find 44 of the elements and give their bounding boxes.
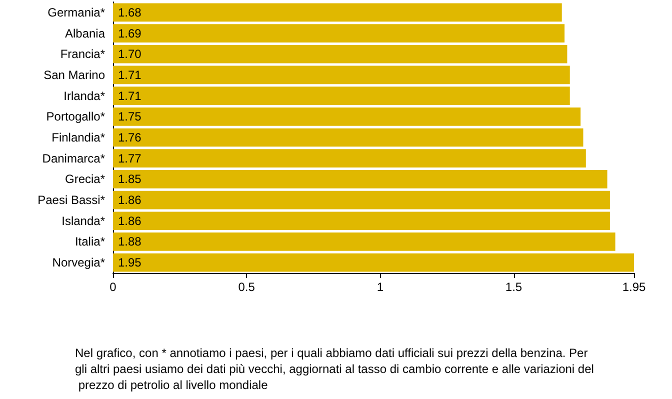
bar [113,212,610,230]
data-label: 1.86 [118,214,142,228]
bar [113,107,581,126]
text: Nel grafico, con * annotiamo i paesi, per i quali abbiamo dati ufficiali sui prezzi della benzina. Per gli altri paesi usiamo dei dati più vecchi, aggiornati al tasso di cambio corrente e alle variazioni del prezzo di petrolio al livello mondiale [75,346,594,392]
x-tick-label: 1.5 [505,280,522,294]
y-tick-label: San Marino [44,68,106,82]
bar [113,24,565,42]
bar [113,128,584,147]
y-tick-label: Germania* [48,5,106,20]
bar [113,232,616,251]
data-label: 1.71 [118,88,142,103]
bar [113,170,608,188]
bar [113,3,562,22]
data-label: 1.68 [118,5,142,20]
data-label: 1.71 [118,68,142,82]
y-tick-label: Francia* [60,47,106,62]
data-label: 1.85 [118,172,142,186]
data-label: 1.77 [118,151,142,166]
bar [113,190,610,210]
y-tick-label: Albania [64,26,106,40]
data-label: 1.76 [118,130,142,144]
data-label: 1.88 [118,234,142,249]
y-tick-label: Islanda* [62,214,106,228]
data-label: 1.75 [118,110,142,124]
y-tick-label: Irlanda* [64,88,106,103]
x-tick-label: 0 [110,280,117,294]
x-tick-label: 0.5 [238,280,256,294]
y-tick-label: Danimarca* [42,151,106,166]
y-tick-label: Paesi Bassi* [38,193,106,208]
y-tick-label: Finlandia* [52,130,106,144]
y-tick-label: Portogallo* [46,110,106,124]
bar [113,44,568,64]
y-tick-label: Grecia* [64,172,106,186]
bar [113,149,586,168]
data-label: 1.69 [118,26,142,40]
data-label: 1.95 [118,256,142,270]
bar [113,86,570,105]
data-label: 1.86 [118,193,142,208]
x-tick-label: 1.95 [622,280,646,294]
y-tick-label: Italia* [74,234,106,249]
data-label: 1.70 [118,47,142,62]
x-tick-label: 1 [376,280,384,294]
bar [113,66,570,84]
y-tick-label: Norvegia* [52,256,106,270]
